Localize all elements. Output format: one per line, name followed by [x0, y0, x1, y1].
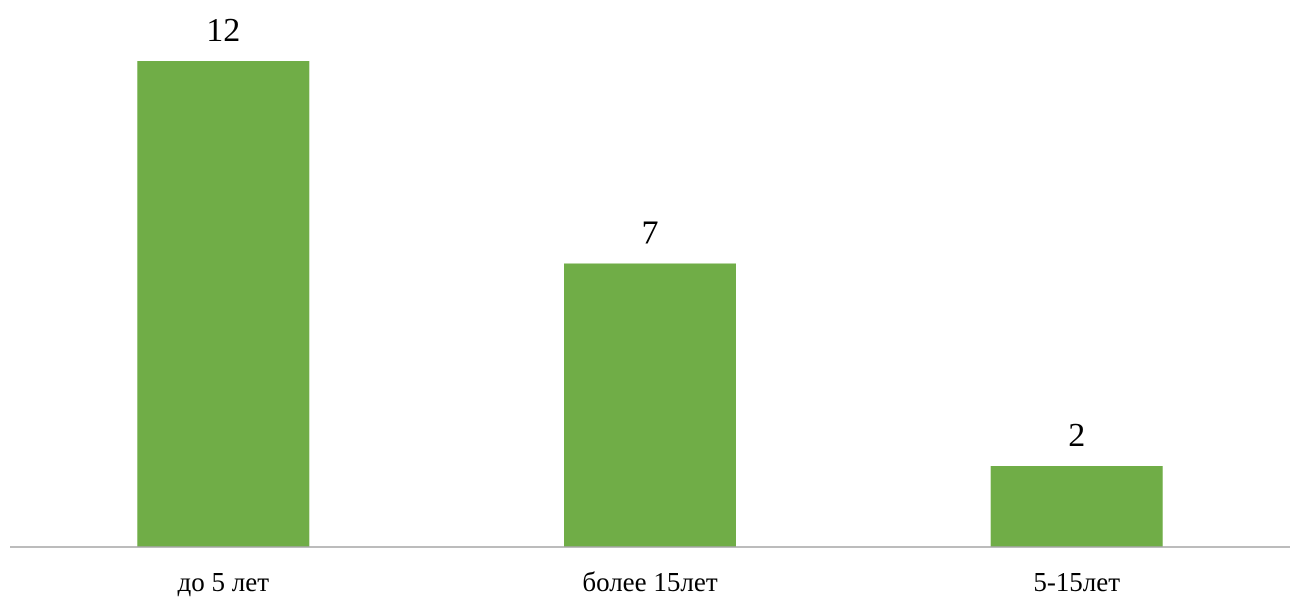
category-label-1: до 5 лет: [178, 567, 270, 597]
data-label-1: 12: [206, 12, 240, 49]
data-label-3: 2: [1068, 417, 1085, 454]
category-label-2: более 15лет: [582, 567, 718, 597]
data-labels-layer: 12 7 2: [206, 12, 1085, 454]
category-labels-layer: до 5 лет более 15лет 5-15лет: [178, 567, 1121, 597]
category-label-3: 5-15лет: [1033, 567, 1120, 597]
data-label-2: 7: [642, 215, 659, 252]
bar-3: [990, 466, 1163, 547]
bar-2: [564, 263, 736, 547]
bars-layer: [137, 61, 1163, 547]
bar-1: [137, 61, 310, 547]
